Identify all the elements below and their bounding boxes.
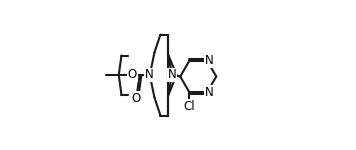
Text: O: O: [128, 69, 137, 81]
Text: N: N: [204, 54, 213, 67]
Text: Cl: Cl: [183, 100, 195, 113]
Text: N: N: [168, 69, 176, 81]
Text: N: N: [204, 86, 213, 99]
Text: O: O: [131, 92, 140, 105]
Text: N: N: [145, 69, 153, 81]
